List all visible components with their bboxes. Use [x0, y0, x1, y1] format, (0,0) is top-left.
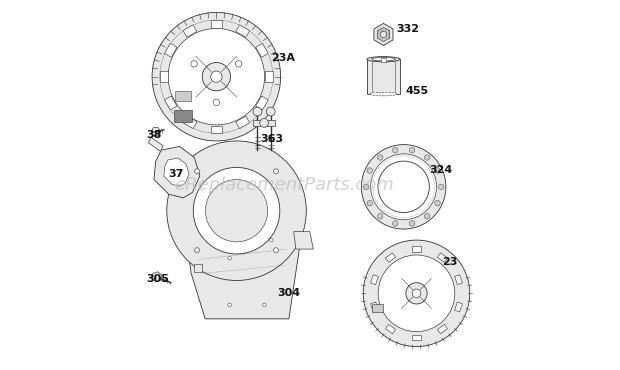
- Circle shape: [378, 155, 383, 160]
- Circle shape: [205, 179, 268, 242]
- Polygon shape: [371, 275, 378, 285]
- FancyBboxPatch shape: [194, 264, 202, 272]
- Polygon shape: [374, 23, 393, 46]
- Circle shape: [273, 248, 278, 253]
- Circle shape: [236, 61, 242, 67]
- Text: 38: 38: [146, 131, 161, 141]
- Polygon shape: [183, 116, 197, 128]
- Circle shape: [195, 248, 200, 253]
- FancyBboxPatch shape: [175, 91, 191, 101]
- Circle shape: [168, 28, 265, 125]
- Circle shape: [367, 201, 373, 206]
- Polygon shape: [438, 324, 448, 334]
- Circle shape: [152, 13, 281, 141]
- Circle shape: [409, 148, 415, 153]
- Circle shape: [361, 145, 446, 229]
- Polygon shape: [386, 324, 396, 334]
- Circle shape: [273, 169, 278, 174]
- FancyBboxPatch shape: [253, 120, 275, 126]
- Polygon shape: [236, 25, 250, 37]
- Polygon shape: [164, 158, 189, 186]
- Circle shape: [371, 154, 436, 220]
- Circle shape: [406, 283, 427, 304]
- Circle shape: [392, 221, 398, 226]
- Circle shape: [167, 141, 306, 280]
- Text: 305: 305: [146, 274, 169, 284]
- FancyBboxPatch shape: [367, 59, 400, 94]
- Circle shape: [412, 289, 421, 297]
- Circle shape: [211, 71, 222, 82]
- Circle shape: [193, 168, 280, 254]
- Text: 37: 37: [169, 169, 184, 179]
- FancyBboxPatch shape: [174, 110, 192, 122]
- Polygon shape: [454, 302, 463, 312]
- Text: 455: 455: [405, 86, 428, 96]
- Circle shape: [424, 213, 430, 219]
- Circle shape: [202, 63, 231, 91]
- FancyBboxPatch shape: [371, 303, 383, 312]
- Circle shape: [363, 184, 369, 189]
- Circle shape: [438, 184, 444, 189]
- Polygon shape: [377, 27, 389, 41]
- Circle shape: [270, 238, 273, 242]
- Polygon shape: [152, 272, 162, 282]
- Polygon shape: [183, 25, 197, 37]
- Polygon shape: [265, 71, 273, 83]
- Text: 332: 332: [396, 24, 419, 34]
- Circle shape: [260, 118, 268, 127]
- Circle shape: [228, 256, 231, 260]
- Circle shape: [267, 107, 275, 116]
- Text: eReplacementParts.com: eReplacementParts.com: [174, 176, 394, 194]
- Polygon shape: [211, 125, 222, 133]
- Circle shape: [380, 31, 386, 37]
- Circle shape: [378, 213, 383, 219]
- Polygon shape: [438, 253, 448, 262]
- Ellipse shape: [367, 57, 400, 62]
- Circle shape: [363, 240, 470, 347]
- Polygon shape: [386, 253, 396, 262]
- Circle shape: [367, 168, 373, 173]
- Text: 324: 324: [429, 165, 453, 175]
- Polygon shape: [164, 43, 177, 57]
- Polygon shape: [164, 96, 177, 110]
- Ellipse shape: [371, 57, 396, 61]
- Circle shape: [424, 155, 430, 160]
- Circle shape: [435, 201, 440, 206]
- Circle shape: [378, 161, 429, 212]
- Polygon shape: [256, 43, 268, 57]
- Ellipse shape: [370, 92, 397, 96]
- Circle shape: [435, 168, 440, 173]
- Polygon shape: [211, 20, 222, 28]
- Polygon shape: [454, 275, 463, 285]
- Polygon shape: [151, 128, 161, 136]
- Polygon shape: [154, 147, 200, 198]
- Circle shape: [392, 148, 398, 153]
- Polygon shape: [294, 232, 313, 249]
- Circle shape: [191, 61, 197, 67]
- Polygon shape: [188, 232, 299, 319]
- Circle shape: [263, 303, 266, 307]
- Polygon shape: [412, 246, 421, 252]
- Polygon shape: [256, 96, 268, 110]
- Circle shape: [228, 303, 231, 307]
- Circle shape: [378, 255, 455, 332]
- Circle shape: [253, 107, 262, 116]
- Text: 304: 304: [277, 288, 300, 298]
- Text: 363: 363: [260, 134, 283, 144]
- Text: 23: 23: [442, 257, 458, 267]
- Circle shape: [409, 221, 415, 226]
- Circle shape: [195, 169, 200, 174]
- FancyBboxPatch shape: [381, 58, 386, 62]
- Circle shape: [213, 99, 219, 105]
- Polygon shape: [148, 137, 163, 152]
- Polygon shape: [160, 71, 167, 83]
- Polygon shape: [412, 335, 421, 340]
- Text: 23A: 23A: [272, 53, 296, 63]
- Polygon shape: [236, 116, 250, 128]
- Polygon shape: [371, 302, 378, 312]
